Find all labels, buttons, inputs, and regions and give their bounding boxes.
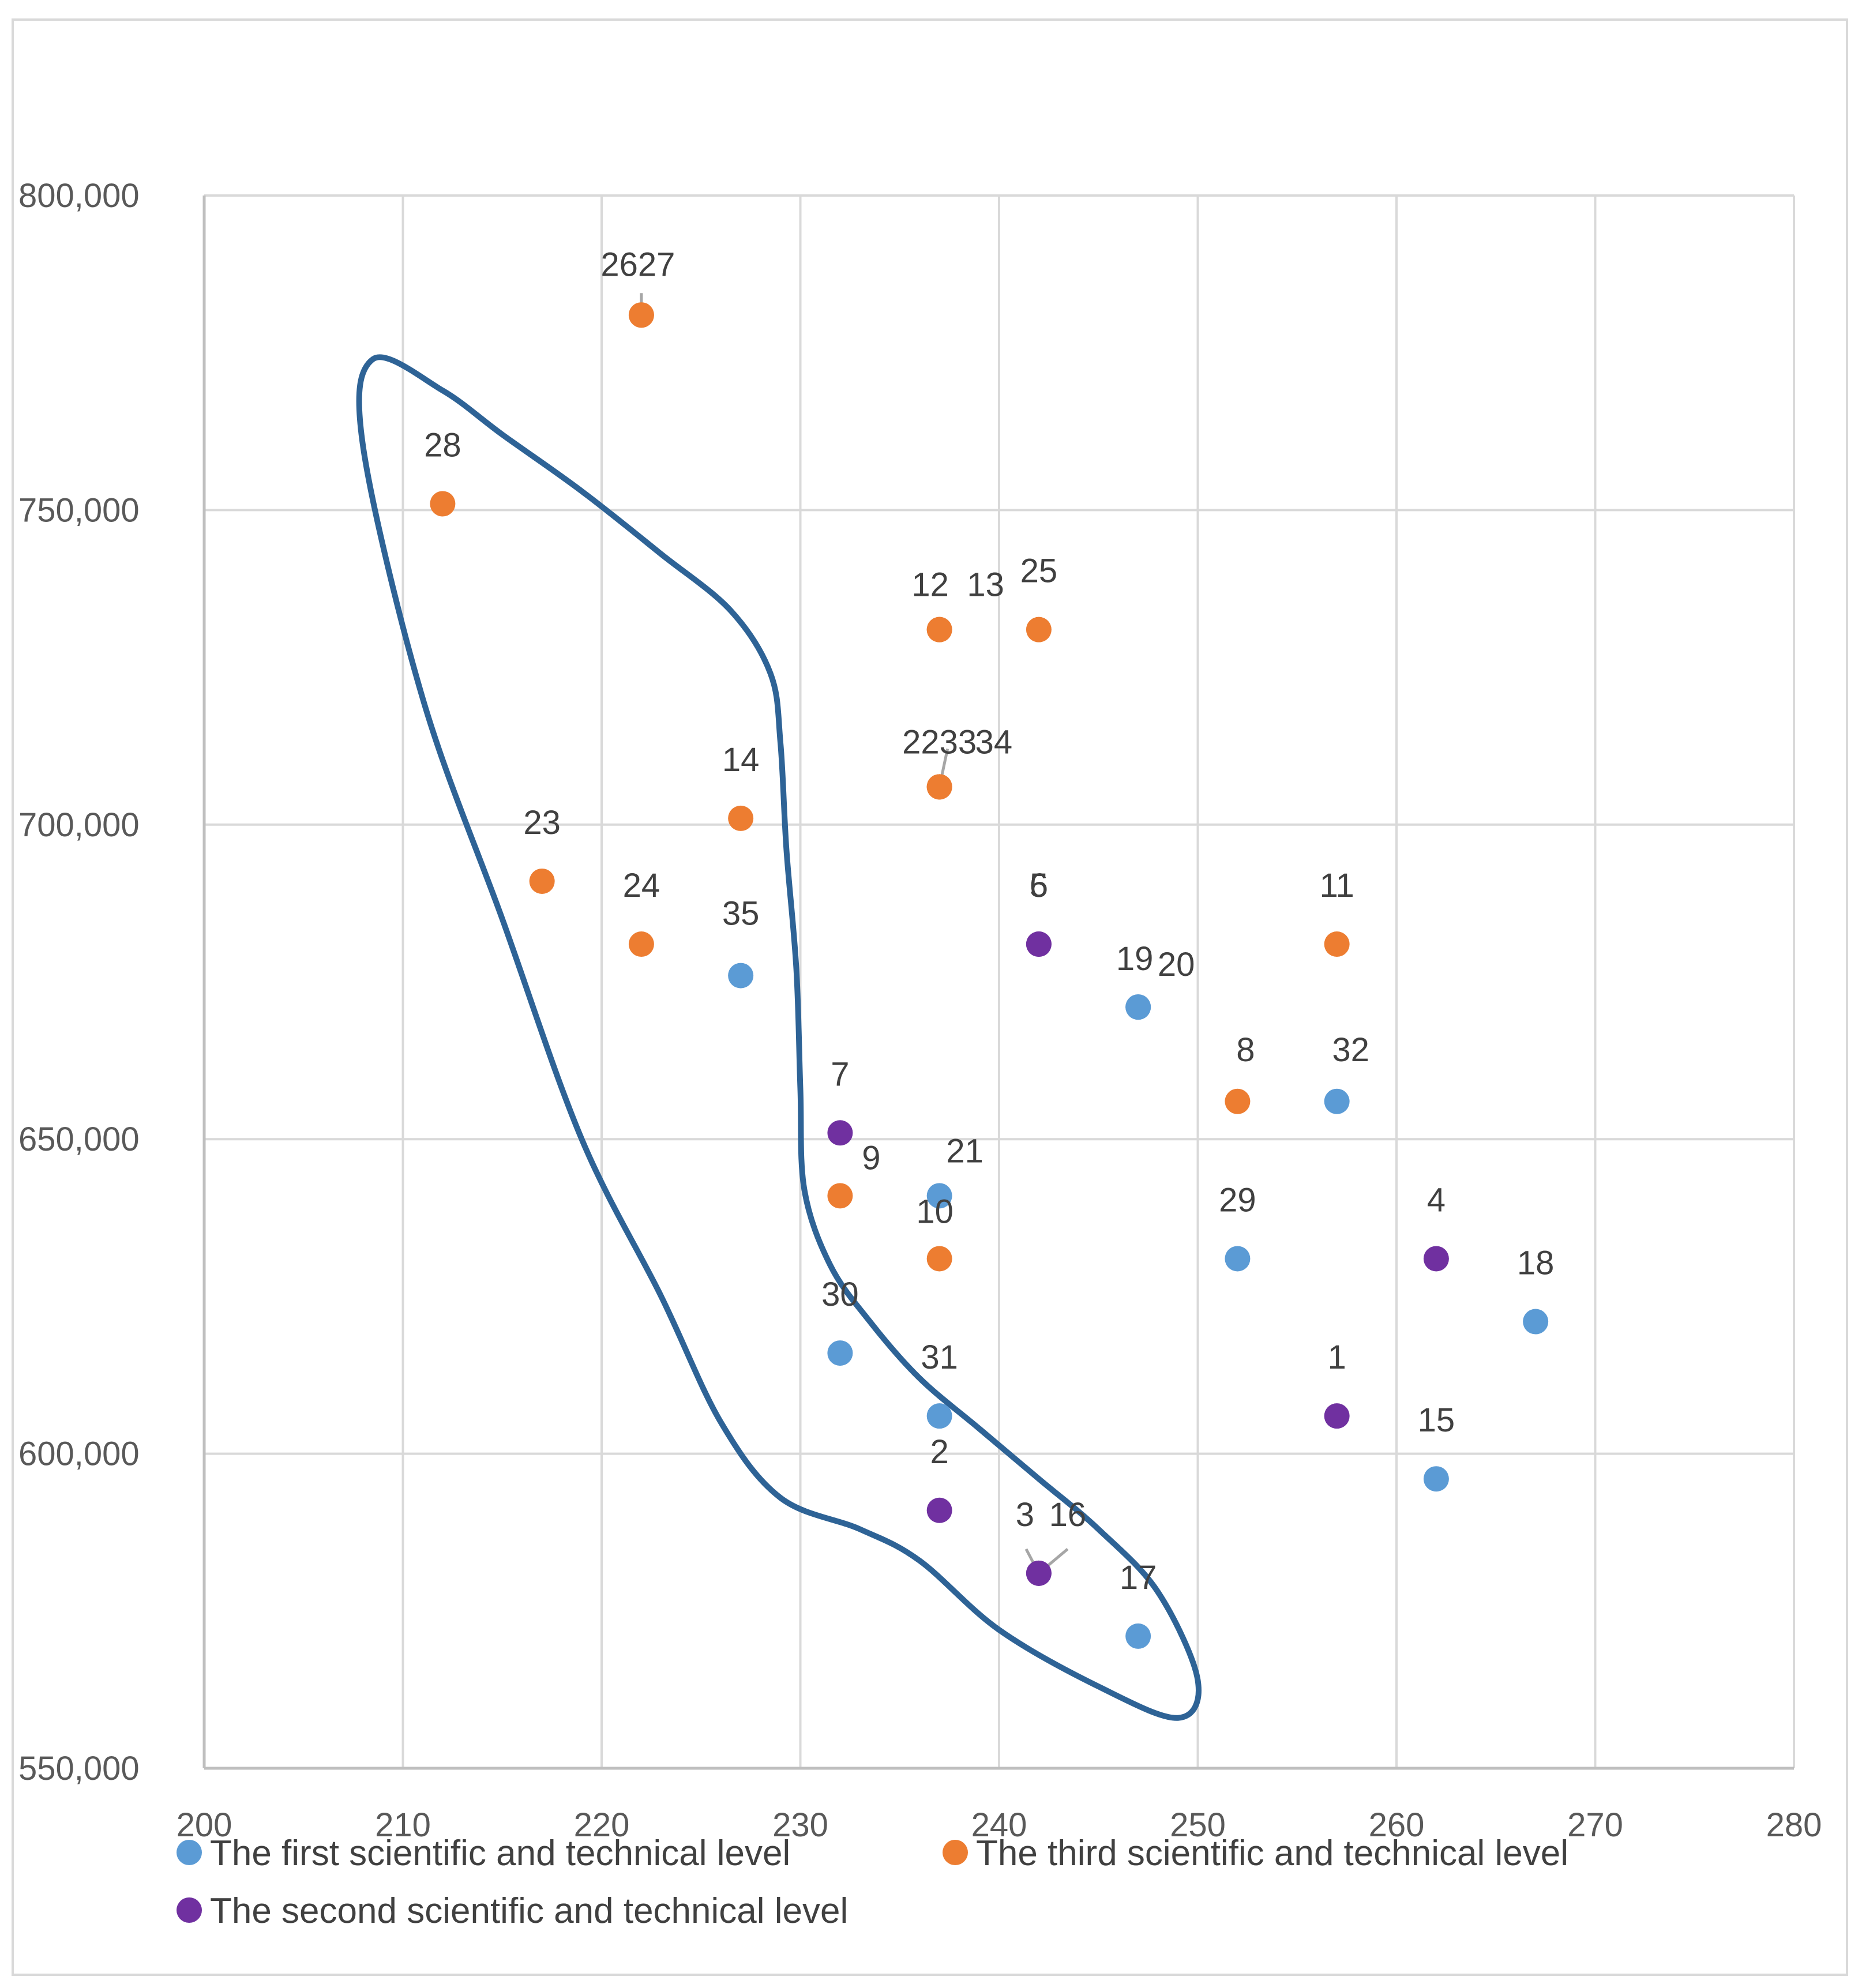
chart-frame: 200 210 220 230 240 250 260 270 280 550,000 600,00… <box>12 18 1848 1976</box>
data-point-7 <box>827 1120 853 1146</box>
point-label-10: 10 <box>916 1193 953 1230</box>
y-tick-label: 600,000 <box>18 1435 140 1473</box>
data-point-32 <box>1324 1088 1350 1114</box>
data-point-20 <box>1125 994 1151 1020</box>
point-label-33: 33 <box>940 723 977 761</box>
point-label-9: 9 <box>862 1139 880 1177</box>
data-point-21 <box>926 1183 952 1209</box>
point-label-11: 11 <box>1320 867 1354 904</box>
point-label-13: 13 <box>967 566 1004 604</box>
data-point-24 <box>628 931 654 957</box>
data-point-14 <box>728 805 754 831</box>
legend-label-1: The third scientific and technical level <box>976 1833 1568 1873</box>
data-point-29 <box>1225 1246 1251 1272</box>
data-point-10 <box>926 1246 952 1272</box>
point-label-16: 16 <box>1049 1496 1087 1534</box>
x-tick-label: 270 <box>1567 1806 1623 1844</box>
legend: The first scientific and technical level… <box>177 1833 1568 1931</box>
point-label-32: 32 <box>1332 1031 1369 1069</box>
data-point-31 <box>926 1403 952 1429</box>
point-label-15: 15 <box>1418 1401 1455 1439</box>
point-label-2: 2 <box>930 1433 949 1471</box>
point-label-21: 21 <box>946 1132 983 1170</box>
point-label-31: 31 <box>921 1339 958 1376</box>
point-label-19: 19 <box>1116 940 1154 978</box>
point-label-4: 4 <box>1427 1181 1446 1219</box>
data-point-6 <box>1026 931 1052 957</box>
data-point-28 <box>430 491 456 517</box>
data-point-8 <box>1225 1088 1251 1114</box>
y-tick-label: 650,000 <box>18 1121 140 1158</box>
point-label-3: 3 <box>1016 1496 1034 1534</box>
data-point-18 <box>1523 1309 1549 1335</box>
point-label-26: 26 <box>600 246 638 283</box>
y-tick-label: 800,000 <box>18 177 140 215</box>
point-label-28: 28 <box>424 426 461 464</box>
leader-lines <box>640 293 1069 1574</box>
point-label-35: 35 <box>722 895 760 933</box>
x-tick-label: 250 <box>1170 1806 1226 1844</box>
point-label-29: 29 <box>1219 1181 1256 1219</box>
point-label-7: 7 <box>831 1055 849 1093</box>
legend-marker-1 <box>943 1840 968 1865</box>
data-point-13 <box>926 617 952 642</box>
scatter-chart: 200 210 220 230 240 250 260 270 280550,000600,00… <box>18 177 1822 1931</box>
point-label-23: 23 <box>523 804 561 841</box>
point-label-18: 18 <box>1517 1245 1555 1282</box>
data-point-2 <box>926 1497 952 1523</box>
legend-marker-0 <box>177 1840 202 1865</box>
point-label-6: 6 <box>1030 867 1048 904</box>
x-tick-label: 240 <box>971 1806 1027 1844</box>
x-tick-label: 260 <box>1369 1806 1425 1844</box>
highlight-outline-path <box>356 354 1202 1721</box>
data-point-25 <box>1026 617 1052 642</box>
data-point-27 <box>628 302 654 328</box>
legend-marker-2 <box>177 1897 202 1923</box>
point-label-24: 24 <box>623 867 660 904</box>
point-label-27: 27 <box>638 246 675 283</box>
y-tick-label: 550,000 <box>18 1750 140 1787</box>
data-point-15 <box>1423 1466 1449 1492</box>
y-tick-label: 700,000 <box>18 806 140 844</box>
x-tick-label: 280 <box>1766 1806 1822 1844</box>
data-point-34 <box>926 774 952 800</box>
legend-label-0: The first scientific and technical level <box>210 1833 790 1873</box>
x-tick-label: 220 <box>574 1806 630 1844</box>
legend-label-2: The second scientific and technical leve… <box>210 1891 848 1931</box>
point-label-25: 25 <box>1020 553 1058 590</box>
point-label-1: 1 <box>1328 1339 1346 1376</box>
point-label-17: 17 <box>1120 1559 1157 1596</box>
point-label-20: 20 <box>1158 946 1195 983</box>
y-tick-label: 750,000 <box>18 491 140 529</box>
point-label-22: 22 <box>902 723 940 761</box>
data-points <box>430 302 1549 1649</box>
data-point-1 <box>1324 1403 1350 1429</box>
point-label-5: 5 <box>1030 867 1048 904</box>
data-point-35 <box>728 963 754 989</box>
data-point-9 <box>827 1183 853 1209</box>
point-label-30: 30 <box>821 1276 859 1313</box>
data-point-23 <box>529 868 555 894</box>
point-label-8: 8 <box>1236 1031 1255 1069</box>
data-point-16 <box>1026 1560 1052 1586</box>
point-label-14: 14 <box>722 741 760 779</box>
data-point-17 <box>1125 1623 1151 1649</box>
data-point-4 <box>1423 1246 1449 1272</box>
axes: 200 210 220 230 240 250 260 270 280550,000600,00… <box>18 177 1822 1844</box>
data-point-11 <box>1324 931 1350 957</box>
point-label-34: 34 <box>975 723 1013 761</box>
point-label-12: 12 <box>911 566 949 604</box>
data-point-30 <box>827 1340 853 1366</box>
gridlines <box>203 194 1795 1769</box>
x-tick-label: 230 <box>772 1806 828 1844</box>
x-tick-label: 210 <box>375 1806 431 1844</box>
x-tick-label: 200 <box>177 1806 232 1844</box>
highlight-outline <box>356 354 1202 1721</box>
